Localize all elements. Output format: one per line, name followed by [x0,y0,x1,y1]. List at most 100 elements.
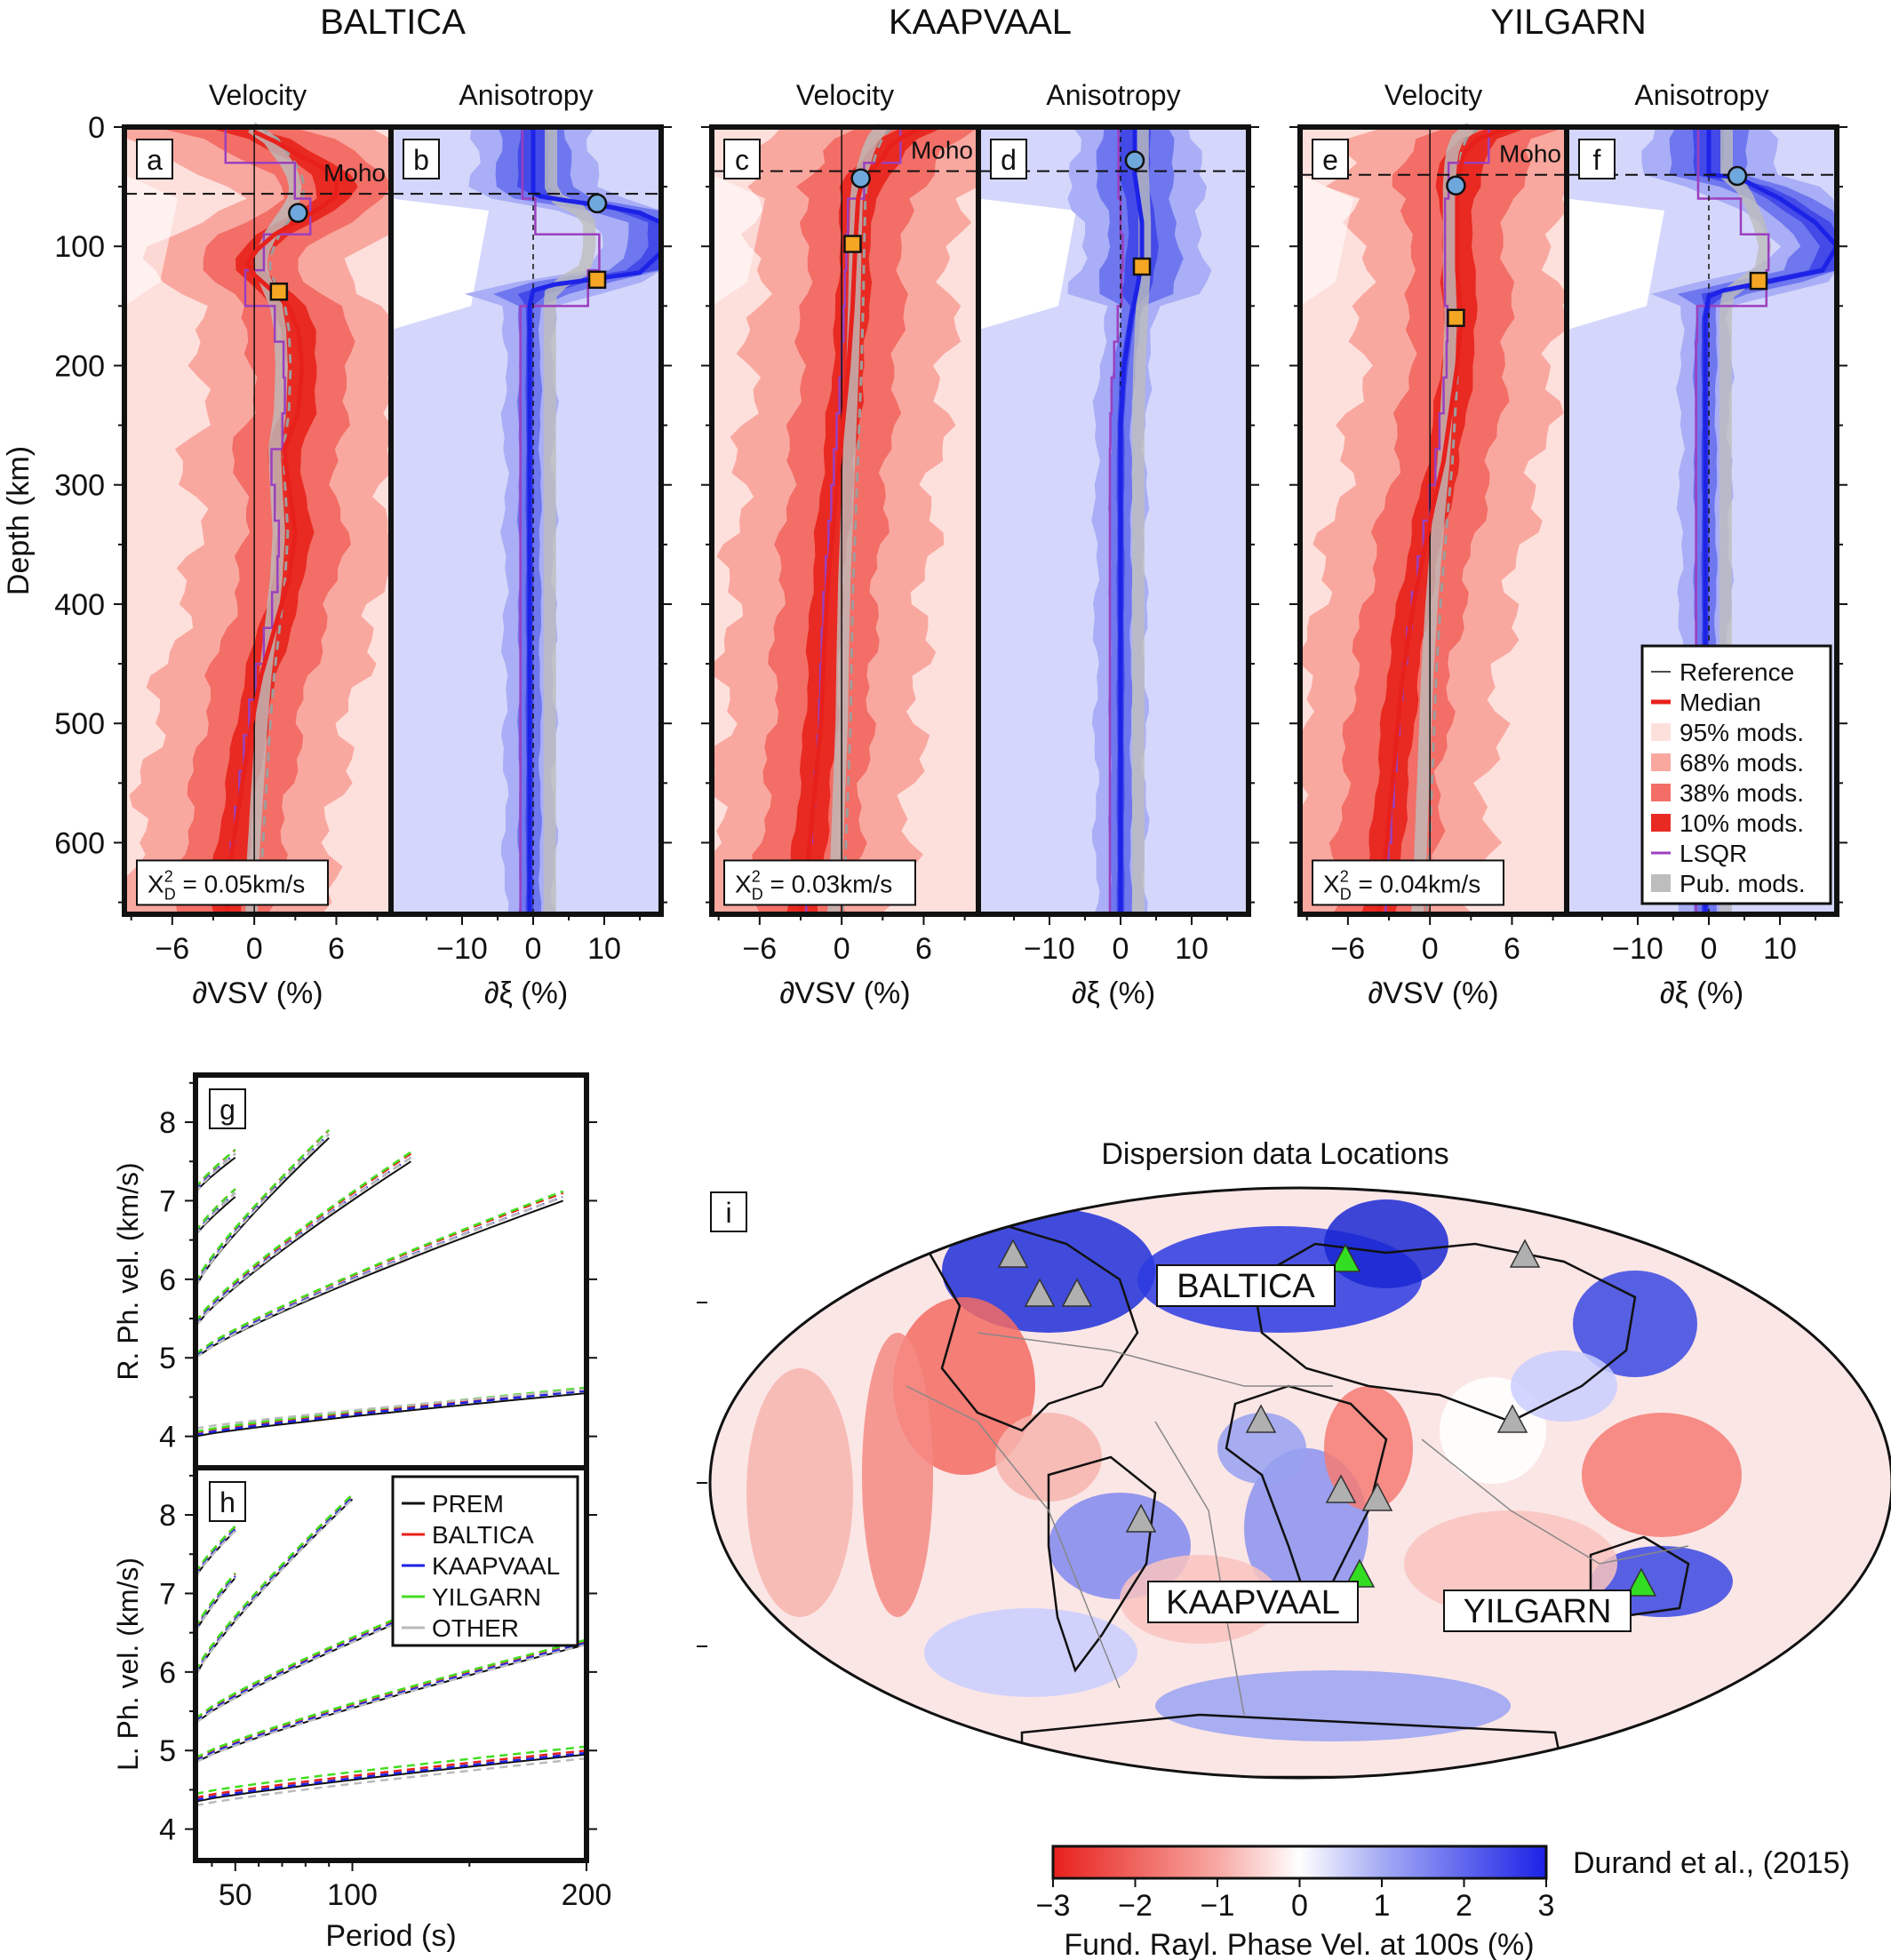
dispersion-curve-other [195,1156,412,1327]
dispersion-curve-prem [195,1753,587,1803]
dispersion-panel-h: 4 5 6 7 8 h L. Ph. vel. (km/s) 50 100 200 Period (… [112,1465,612,1953]
legend-label: PREM [432,1490,504,1518]
region-label-box [1147,1581,1359,1623]
velocity-band-10 [1360,127,1530,914]
depth-tick-label: 400 [54,588,105,622]
published-models-dashed [1424,125,1481,915]
dispersion-y-label: R. Ph. vel. (km/s) [112,1162,144,1380]
legend-swatch-patch [1651,784,1671,801]
lab-square-marker [1749,271,1768,291]
velocity-subtitle: Velocity [796,79,894,111]
panel-letter: a [147,144,163,176]
map-anomaly [1582,1413,1742,1537]
misfit-sup: 2 [1340,867,1349,885]
legend-label: Pub. mods. [1680,870,1806,897]
dispersion-curve-other [195,1388,587,1430]
moho-label: Moho [911,137,973,164]
velocity-subtitle: Velocity [1384,79,1482,111]
panel-letter: c [735,144,749,176]
lab-square-marker [1132,257,1152,276]
x-tick-label: 6 [328,932,345,966]
map-anomaly [942,1208,1155,1333]
misfit-box [136,859,329,906]
x-axis-label: ∂ξ (%) [484,976,568,1010]
x-tick-label: 10 [1175,932,1209,966]
x-tick-label: 10 [587,932,621,966]
aniso-frame [976,124,1251,917]
colorbar-tick-label: 0 [1291,1889,1308,1923]
dispersion-curve-other [195,1195,564,1359]
colorbar-tick-label: 2 [1456,1889,1472,1923]
colorbar-tick-label: −3 [1036,1889,1071,1923]
plate-boundary [906,1385,1121,1689]
panel-letter: b [413,144,429,176]
legend-swatch-patch [1651,753,1671,771]
dispersion-curve-yilgarn [194,1149,236,1189]
depth-tick-label: 0 [88,111,105,145]
misfit-value: = 0.05km/s [176,870,306,897]
median-line [224,130,339,915]
dispersion-curve-yilgarn [194,1188,236,1233]
dispersion-curve-other [194,1133,331,1288]
dispersion-curve-yilgarn [194,1129,331,1284]
plate-boundary [1154,1421,1245,1716]
coastline [1251,1242,1637,1423]
y-tick-label: 5 [159,1342,176,1375]
colorbar [1051,1844,1548,1880]
x-tick-label: 200 [562,1878,612,1912]
lab-square-marker [269,283,289,301]
colorbar-tick-label: −1 [1201,1889,1235,1923]
published-models-line [1411,122,1475,915]
aniso-published-line [543,127,596,914]
misfit-value: = 0.03km/s [763,870,893,897]
misfit-sup: 2 [164,867,173,885]
region-label-box [1443,1590,1632,1632]
legend-label: LSQR [1680,840,1747,867]
grey-station-triangle [1496,1404,1528,1433]
y-tick-label: 6 [159,1263,176,1297]
depth-tick-label: 100 [54,230,105,264]
misfit-symbol: X [735,870,752,897]
moho-circle-marker [586,193,608,214]
grey-station-triangle [1509,1239,1541,1268]
anisotropy-subtitle: Anisotropy [1634,79,1768,111]
dispersion-curve-other [194,1152,236,1194]
y-tick-label: 4 [159,1421,176,1454]
x-tick-label: −10 [1024,932,1075,966]
x-axis-label: ∂ξ (%) [1660,976,1743,1010]
map-anomaly [862,1333,933,1617]
map-citation: Durand et al., (2015) [1573,1846,1850,1880]
dispersion-curve-yilgarn [194,1525,236,1574]
median-line [798,124,925,915]
plate-boundary [977,1332,1333,1387]
x-tick-label: −6 [1330,932,1365,966]
depth-tick-label: 500 [54,707,105,741]
legend-label: 95% mods. [1680,719,1804,746]
legend-swatch-patch [1651,723,1671,741]
grey-station-triangle [1024,1278,1056,1307]
x-axis-label: ∂VSV (%) [1368,976,1498,1010]
panel-letter-box [1578,139,1616,179]
dispersion-curve-other [194,1191,236,1237]
legend-label: 68% mods. [1680,749,1804,777]
y-tick-label: 5 [159,1734,176,1768]
dispersion-curve-baltica [195,1152,412,1324]
column-title: KAAPVAAL [889,3,1072,42]
dispersion-curve-prem [195,1157,236,1194]
dispersion-panel-g: 4 5 6 7 8 g R. Ph. vel. (km/s) [112,1072,597,1470]
misfit-symbol: X [148,870,164,897]
panel-letter-box [1312,139,1349,179]
y-tick-label: 7 [159,1184,176,1218]
legend-box [391,1475,579,1647]
coastline [1047,1455,1157,1673]
moho-circle-marker [1727,165,1748,187]
profile-column-kaapvaal: KAAPVAAL Velocity Anisotropy Moho c X2 D = 0.0… [701,3,1259,1010]
y-tick-label: 6 [159,1656,176,1690]
region-label-box [1156,1264,1336,1307]
depth-axis-label: Depth (km) [2,446,36,595]
panel-letter: f [1593,144,1601,176]
published-models-dashed [259,125,306,915]
published-models-dashed [841,126,893,915]
grey-station-triangle [1125,1503,1157,1533]
